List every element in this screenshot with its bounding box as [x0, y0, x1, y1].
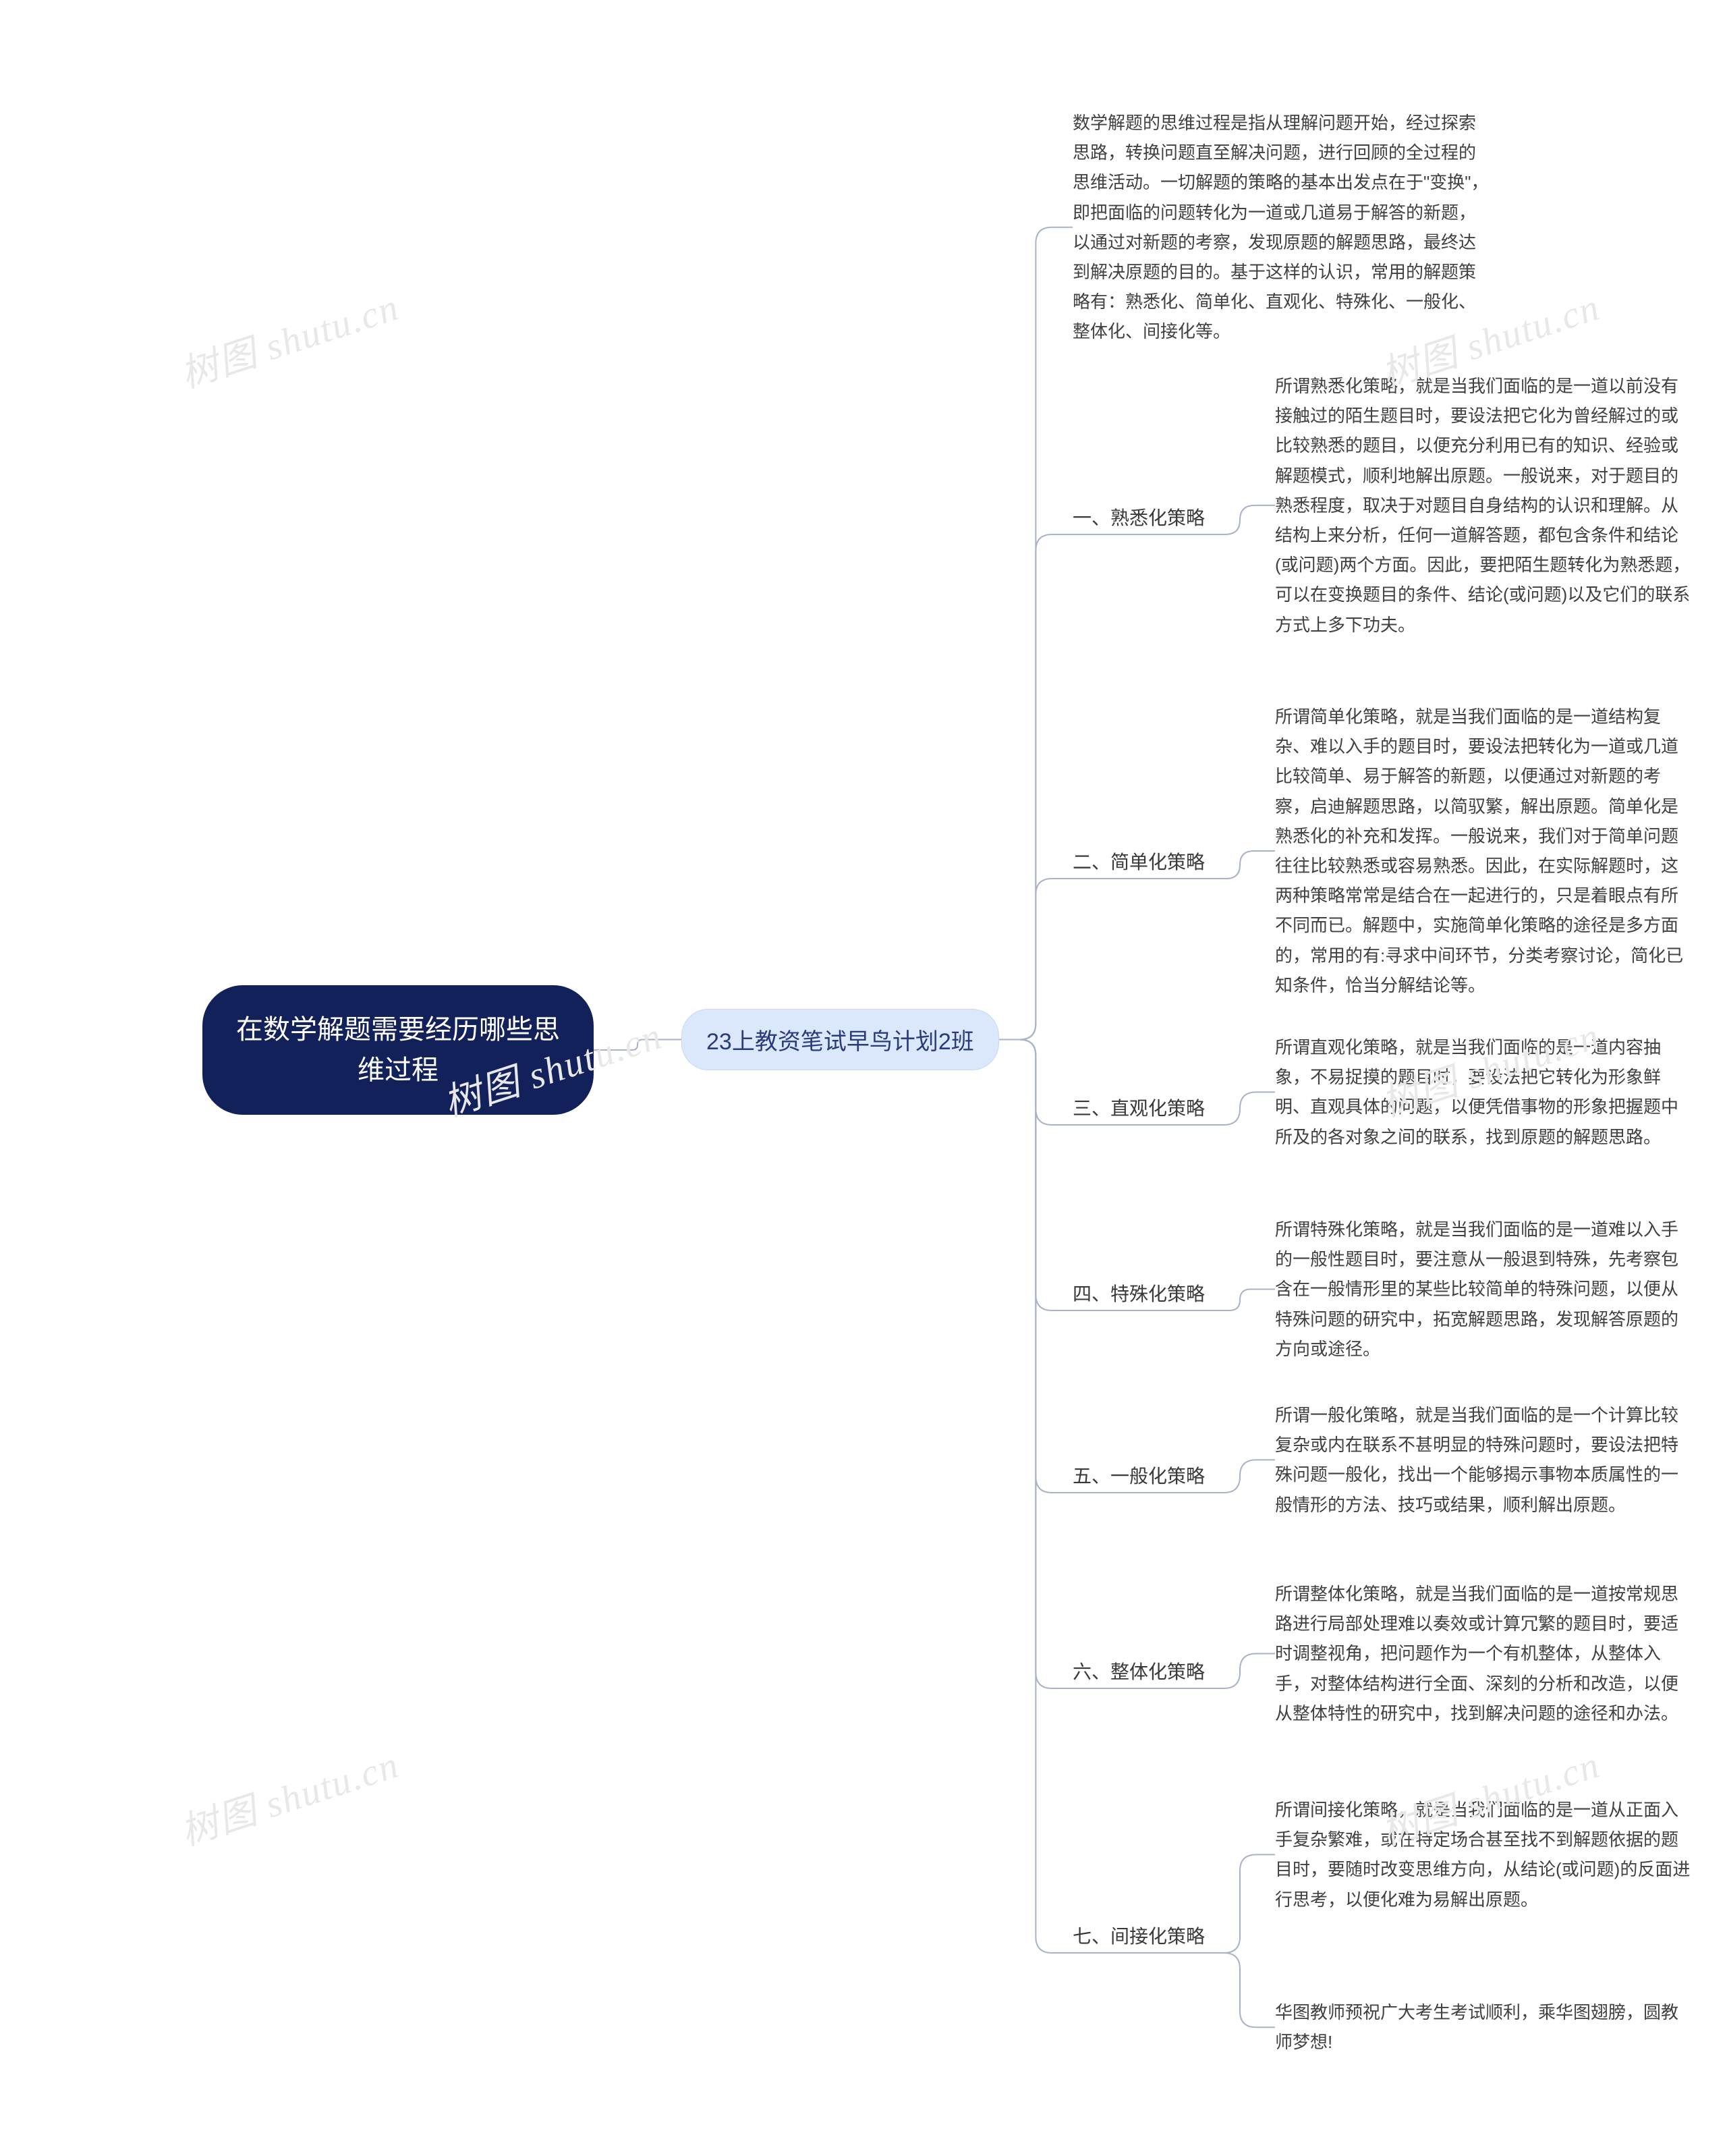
strategy-detail: 所谓特殊化策略，就是当我们面临的是一道难以入手的一般性题目时，要注意从一般退到特…: [1275, 1215, 1693, 1364]
strategy-label: 三、直观化策略: [1073, 1088, 1205, 1126]
strategy-label: 六、整体化策略: [1073, 1652, 1205, 1690]
strategy-detail: 华图教师预祝广大考生考试顺利，乘华图翅膀，圆教师梦想!: [1275, 1997, 1693, 2057]
strategy-label: 五、一般化策略: [1073, 1456, 1205, 1494]
strategy-detail: 所谓直观化策略，就是当我们面临的是一道内容抽象，不易捉摸的题目时，要设法把它转化…: [1275, 1032, 1693, 1152]
root-node: 在数学解题需要经历哪些思维过程: [202, 985, 594, 1115]
level1-label: 23上教资笔试早鸟计划2班: [706, 1023, 974, 1056]
strategy-detail: 所谓熟悉化策略，就是当我们面临的是一道以前没有接触过的陌生题目时，要设法把它化为…: [1275, 371, 1693, 640]
strategy-detail: 所谓整体化策略，就是当我们面临的是一道按常规思路进行局部处理难以奏效或计算冗繁的…: [1275, 1579, 1693, 1728]
strategy-label: 一、熟悉化策略: [1073, 498, 1205, 536]
strategy-label: 七、间接化策略: [1073, 1916, 1205, 1954]
root-label: 在数学解题需要经历哪些思维过程: [235, 1010, 561, 1090]
strategy-detail: 所谓间接化策略，就是当我们面临的是一道从正面入手复杂繁难，或在特定场合甚至找不到…: [1275, 1795, 1693, 1914]
intro-leaf: 数学解题的思维过程是指从理解问题开始，经过探索思路，转换问题直至解决问题，进行回…: [1073, 108, 1491, 347]
strategy-label: 二、简单化策略: [1073, 842, 1205, 880]
watermark: 树图 shutu.cn: [173, 1734, 405, 1856]
strategy-detail: 所谓一般化策略，就是当我们面临的是一个计算比较复杂或内在联系不甚明显的特殊问题时…: [1275, 1400, 1693, 1520]
intro-text: 数学解题的思维过程是指从理解问题开始，经过探索思路，转换问题直至解决问题，进行回…: [1073, 113, 1488, 341]
watermark: 树图 shutu.cn: [173, 277, 405, 399]
level1-node: 23上教资笔试早鸟计划2班: [681, 1009, 999, 1070]
strategy-label: 四、特殊化策略: [1073, 1274, 1205, 1312]
strategy-detail: 所谓简单化策略，就是当我们面临的是一道结构复杂、难以入手的题目时，要设法把转化为…: [1275, 702, 1693, 1000]
